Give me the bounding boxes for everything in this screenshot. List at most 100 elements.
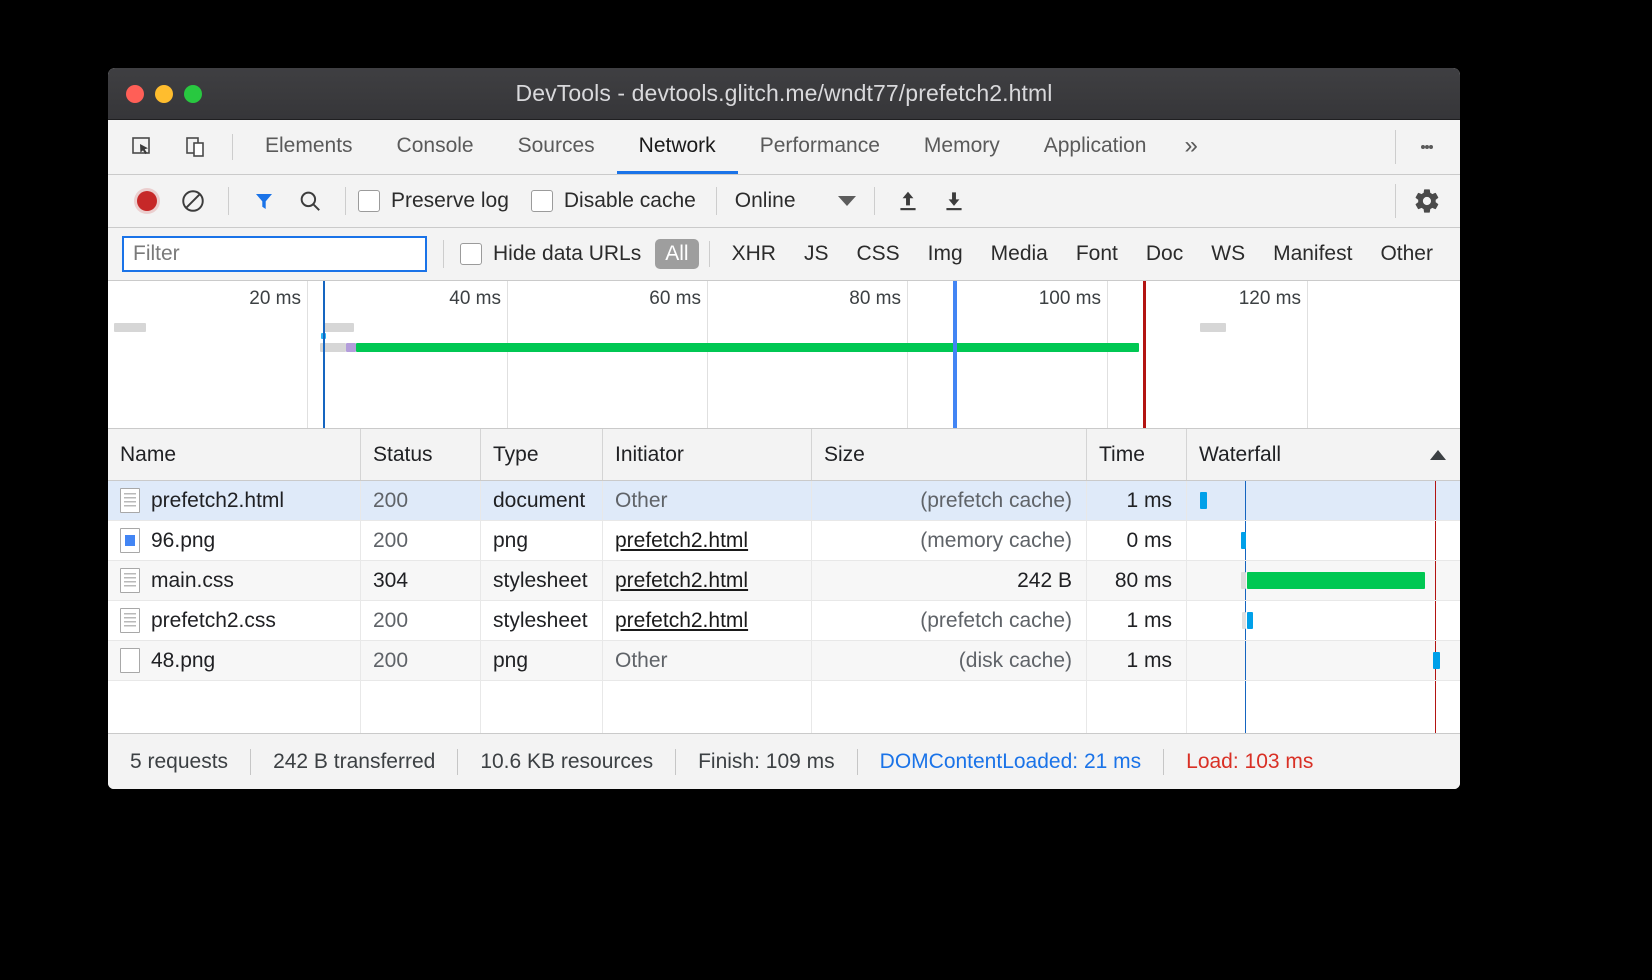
column-header-size[interactable]: Size	[812, 429, 1087, 480]
filter-funnel-icon[interactable]	[241, 181, 287, 221]
table-row[interactable]: prefetch2.css 200 stylesheet prefetch2.h…	[108, 601, 1460, 641]
disable-cache-checkbox[interactable]: Disable cache	[530, 189, 696, 213]
column-header-time[interactable]: Time	[1087, 429, 1187, 480]
type-filter-all[interactable]: All	[655, 239, 699, 269]
overview-tick: 14	[1308, 281, 1460, 428]
request-waterfall-cell	[1187, 561, 1460, 601]
minimize-button[interactable]	[155, 84, 173, 103]
summary-domcontentloaded: DOMContentLoaded: 21 ms	[879, 749, 1142, 773]
toolbar-divider	[1395, 130, 1396, 164]
initiator-link[interactable]: prefetch2.html	[615, 568, 749, 592]
tabbar-right-group	[1395, 127, 1460, 167]
request-waterfall-cell	[1187, 601, 1460, 641]
request-status: 200	[361, 521, 481, 561]
summary-divider	[1163, 748, 1165, 775]
hide-data-urls-checkbox[interactable]: Hide data URLs	[460, 242, 641, 266]
tab-label: Sources	[517, 133, 595, 157]
initiator-link[interactable]: prefetch2.html	[615, 528, 749, 552]
customize-devtools-menu-icon[interactable]	[1404, 127, 1450, 167]
import-har-icon[interactable]	[885, 181, 931, 221]
overview-request-bar	[114, 323, 146, 332]
request-status: 304	[361, 561, 481, 601]
network-overview-timeline[interactable]: 20 ms 40 ms 60 ms 80 ms 100 ms 120 ms 14	[108, 281, 1460, 429]
column-header-initiator[interactable]: Initiator	[603, 429, 812, 480]
type-filter-other[interactable]: Other	[1380, 242, 1433, 265]
export-har-icon[interactable]	[931, 181, 977, 221]
column-header-waterfall[interactable]: Waterfall	[1187, 429, 1460, 480]
record-stop-icon[interactable]	[124, 181, 170, 221]
type-filter-font[interactable]: Font	[1075, 242, 1118, 265]
type-filter-media[interactable]: Media	[990, 242, 1048, 265]
column-header-name[interactable]: Name	[108, 429, 361, 480]
document-file-icon	[120, 568, 140, 593]
column-header-status[interactable]: Status	[361, 429, 481, 480]
request-type: document	[481, 481, 603, 521]
table-row[interactable]: prefetch2.html 200 document Other (prefe…	[108, 481, 1460, 521]
request-initiator[interactable]: prefetch2.html	[603, 561, 812, 601]
throttling-select[interactable]: Online	[735, 189, 856, 213]
close-button[interactable]	[126, 84, 144, 103]
tab-network[interactable]: Network	[616, 120, 738, 174]
request-type: stylesheet	[481, 561, 603, 601]
gear-icon[interactable]	[1404, 181, 1450, 221]
type-filter-js[interactable]: JS	[803, 242, 829, 265]
request-status: 200	[361, 601, 481, 641]
hide-data-urls-label: Hide data URLs	[493, 242, 642, 265]
tab-memory[interactable]: Memory	[902, 120, 1022, 174]
initiator-link[interactable]: prefetch2.html	[615, 608, 749, 632]
request-size: (prefetch cache)	[812, 601, 1087, 641]
summary-finish: Finish: 109 ms	[698, 749, 835, 773]
tab-application[interactable]: Application	[1022, 120, 1169, 174]
request-time: 1 ms	[1087, 601, 1187, 641]
overview-tick-label: 80 ms	[849, 288, 901, 309]
overview-tick: 60 ms	[508, 281, 708, 428]
more-tabs-button[interactable]: »	[1168, 120, 1213, 174]
window-titlebar: DevTools - devtools.glitch.me/wndt77/pre…	[108, 68, 1460, 120]
toolbar-divider	[1395, 184, 1396, 218]
checkbox-box	[460, 243, 482, 265]
tab-console[interactable]: Console	[375, 120, 496, 174]
table-row[interactable]: 96.png 200 png prefetch2.html (memory ca…	[108, 521, 1460, 561]
request-name: 48.png	[151, 648, 216, 672]
overview-request-bar	[346, 343, 356, 352]
column-header-type[interactable]: Type	[481, 429, 603, 480]
maximize-button[interactable]	[184, 84, 202, 103]
request-initiator[interactable]: prefetch2.html	[603, 521, 812, 561]
request-type: png	[481, 641, 603, 681]
summary-divider	[856, 748, 858, 775]
table-row[interactable]: 48.png 200 png Other (disk cache) 1 ms	[108, 641, 1460, 681]
summary-divider	[675, 748, 677, 775]
request-initiator[interactable]: prefetch2.html	[603, 601, 812, 641]
tab-performance[interactable]: Performance	[738, 120, 902, 174]
type-filter-ws[interactable]: WS	[1211, 242, 1246, 265]
devtools-tabbar: Elements Console Sources Network Perform…	[108, 120, 1460, 175]
toggle-device-toolbar-icon[interactable]	[176, 130, 216, 164]
tab-elements[interactable]: Elements	[243, 120, 375, 174]
summary-requests: 5 requests	[130, 749, 229, 773]
request-time: 80 ms	[1087, 561, 1187, 601]
request-time: 1 ms	[1087, 481, 1187, 521]
overview-dcl-line	[323, 281, 325, 428]
request-status: 200	[361, 481, 481, 521]
request-type: stylesheet	[481, 601, 603, 641]
summary-divider	[457, 748, 459, 775]
preserve-log-checkbox[interactable]: Preserve log	[358, 189, 509, 213]
type-filter-css[interactable]: CSS	[856, 242, 900, 265]
filter-input[interactable]	[122, 236, 427, 272]
inspect-element-icon[interactable]	[122, 130, 162, 164]
type-filter-img[interactable]: Img	[927, 242, 963, 265]
request-initiator: Other	[603, 641, 812, 681]
type-filter-doc[interactable]: Doc	[1145, 242, 1184, 265]
type-filter-manifest[interactable]: Manifest	[1273, 242, 1353, 265]
sort-ascending-icon	[1430, 449, 1446, 460]
table-row[interactable]: main.css 304 stylesheet prefetch2.html 2…	[108, 561, 1460, 601]
preserve-log-label: Preserve log	[391, 189, 509, 212]
type-filter-xhr[interactable]: XHR	[731, 242, 776, 265]
search-icon[interactable]	[287, 181, 333, 221]
request-size: (disk cache)	[812, 641, 1087, 681]
resource-type-filters: All XHR JS CSS Img Media Font Doc WS Man…	[651, 239, 1447, 269]
request-initiator: Other	[603, 481, 812, 521]
clear-icon[interactable]	[170, 181, 216, 221]
tab-sources[interactable]: Sources	[496, 120, 617, 174]
toolbar-divider	[715, 187, 717, 215]
